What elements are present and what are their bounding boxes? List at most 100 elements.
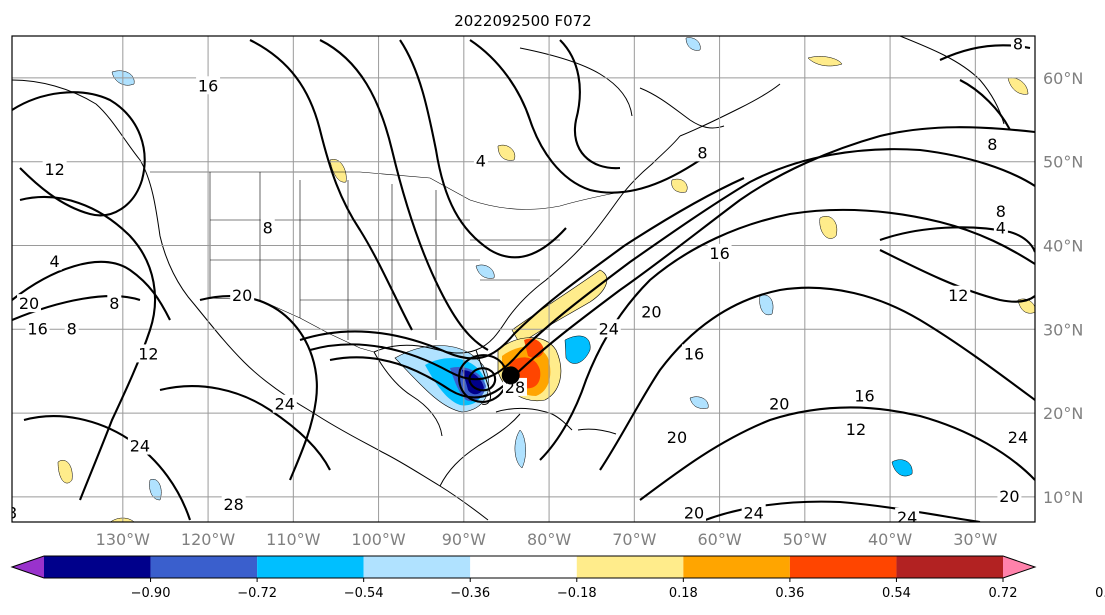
contour-label: 4 <box>996 219 1006 238</box>
colorbar-swatch <box>789 556 897 578</box>
contour-label: 16 <box>198 76 218 95</box>
contour-label-bg <box>1005 428 1030 447</box>
colorbar-tick-label: 0.54 <box>882 586 911 601</box>
contour-path-20 <box>959 79 1011 131</box>
contour-path-3 <box>12 260 171 321</box>
contour-label-bg <box>993 201 1008 220</box>
contour-label-bg <box>767 394 792 413</box>
contour-label-bg <box>25 319 50 338</box>
lat-tick-label: 10°N <box>1043 488 1083 507</box>
contour-label: 20 <box>999 487 1019 506</box>
contour-path-7 <box>399 39 567 259</box>
greenland-edge <box>899 36 1005 125</box>
longitude-labels: 130°W 120°W 110°W 100°W 90°W 80°W 70°W 60°W 50°W… <box>96 530 998 549</box>
colorbar-tick-label: 0.72 <box>989 586 1018 601</box>
contour-label: 16 <box>27 319 47 338</box>
colorbar-outline <box>10 555 1037 579</box>
contour-label-bg <box>260 218 275 237</box>
shade-small-yellow-2 <box>329 159 347 183</box>
shade-small-yellow-8 <box>671 178 688 193</box>
contour-label-bg <box>12 503 19 522</box>
contour-label-bg <box>997 486 1022 505</box>
shade-small-yellow-4 <box>807 56 843 67</box>
colorbar-swatch <box>44 556 151 578</box>
shade-small-blue-5 <box>891 459 913 477</box>
shaded-field <box>57 37 1035 522</box>
latitude-labels: 60°N 50°N 40°N 30°N 20°N 10°N <box>1043 69 1083 507</box>
colorbar-extend-low <box>12 556 44 578</box>
contour-label: 24 <box>743 504 763 523</box>
shade-small-yellow-5 <box>1007 77 1029 95</box>
contour-path-15 <box>639 406 1035 501</box>
shade-small-blue-2 <box>685 37 701 51</box>
contour-label-bg <box>47 252 62 271</box>
contour-label: 24 <box>1008 428 1028 447</box>
contour-label: 20 <box>641 303 661 322</box>
contour-label: 28 <box>223 495 243 514</box>
lat-tick-label: 40°N <box>1043 236 1083 255</box>
colorbar-tick-label: 0.90 <box>1095 586 1105 601</box>
lon-tick-label: 120°W <box>181 530 236 549</box>
contour-label: 24 <box>275 395 295 414</box>
lon-tick-label: 100°W <box>351 530 406 549</box>
contour-storm-ring-1 <box>468 367 497 392</box>
lon-tick-label: 130°W <box>96 530 151 549</box>
contour-path-1 <box>12 91 146 217</box>
contour-label: 24 <box>599 319 619 338</box>
contour-label: 8 <box>109 294 119 313</box>
contour-label-bg <box>473 151 488 170</box>
contour-label: 20 <box>19 294 39 313</box>
contour-path-6 <box>319 39 489 351</box>
contour-label-bg <box>639 302 664 321</box>
colorbar-tick-label: 0.36 <box>775 586 804 601</box>
graticule <box>12 36 1035 522</box>
contour-label-bg <box>843 419 868 438</box>
colorbar-tick-label: −0.36 <box>450 586 490 601</box>
contour-label-bg <box>682 503 706 522</box>
contour-label: 12 <box>948 286 968 305</box>
contour-label-bg <box>596 319 621 338</box>
lon-tick-label: 80°W <box>527 530 571 549</box>
contour-label-bg <box>64 319 79 338</box>
contour-label-bg <box>985 134 1000 153</box>
hudson-bay <box>519 47 633 117</box>
lon-tick-label: 90°W <box>442 530 486 549</box>
colorbar-swatch <box>470 556 577 578</box>
shade-small-yellow-7 <box>497 144 516 161</box>
canada-east-coast <box>679 83 781 137</box>
hispaniola <box>577 428 617 435</box>
shade-small-blue-4 <box>149 478 162 501</box>
contour-label: 4 <box>476 152 486 171</box>
contour-label: 24 <box>897 508 917 527</box>
contour-label: 12 <box>138 344 158 363</box>
contour-path-22 <box>159 385 331 471</box>
contour-label-bg <box>272 394 297 413</box>
us-canada-border-east <box>469 191 621 210</box>
shade-dark-blue <box>462 370 484 395</box>
lat-tick-label: 50°N <box>1043 153 1083 172</box>
contour-label-bg <box>895 507 920 522</box>
contour-path-8 <box>469 39 701 194</box>
central-america-coast <box>439 413 521 487</box>
colorbar-swatch <box>576 556 684 578</box>
lon-tick-label: 60°W <box>697 530 741 549</box>
lat-tick-label: 20°N <box>1043 404 1083 423</box>
contour-label-bg <box>852 386 877 405</box>
shade-small-blue-7 <box>475 264 495 279</box>
contour-label: 8 <box>996 202 1006 221</box>
contour-path-4 <box>12 295 141 321</box>
contour-label-bg <box>196 76 221 95</box>
contour-path-12 <box>299 177 745 360</box>
labrador <box>639 87 725 129</box>
contour-label: 20 <box>684 504 704 523</box>
contour-label-bg <box>946 285 971 304</box>
lon-tick-label: 70°W <box>612 530 656 549</box>
colorbar-swatch <box>896 556 1003 578</box>
contour-label-bg <box>127 436 152 455</box>
map-frame <box>11 35 1036 523</box>
colorbar-swatch <box>257 556 364 578</box>
shade-small-yellow-3 <box>819 216 838 239</box>
contour-path-10 <box>329 126 1035 399</box>
contour-label: 8 <box>263 219 273 238</box>
colorbar-swatch <box>683 556 790 578</box>
